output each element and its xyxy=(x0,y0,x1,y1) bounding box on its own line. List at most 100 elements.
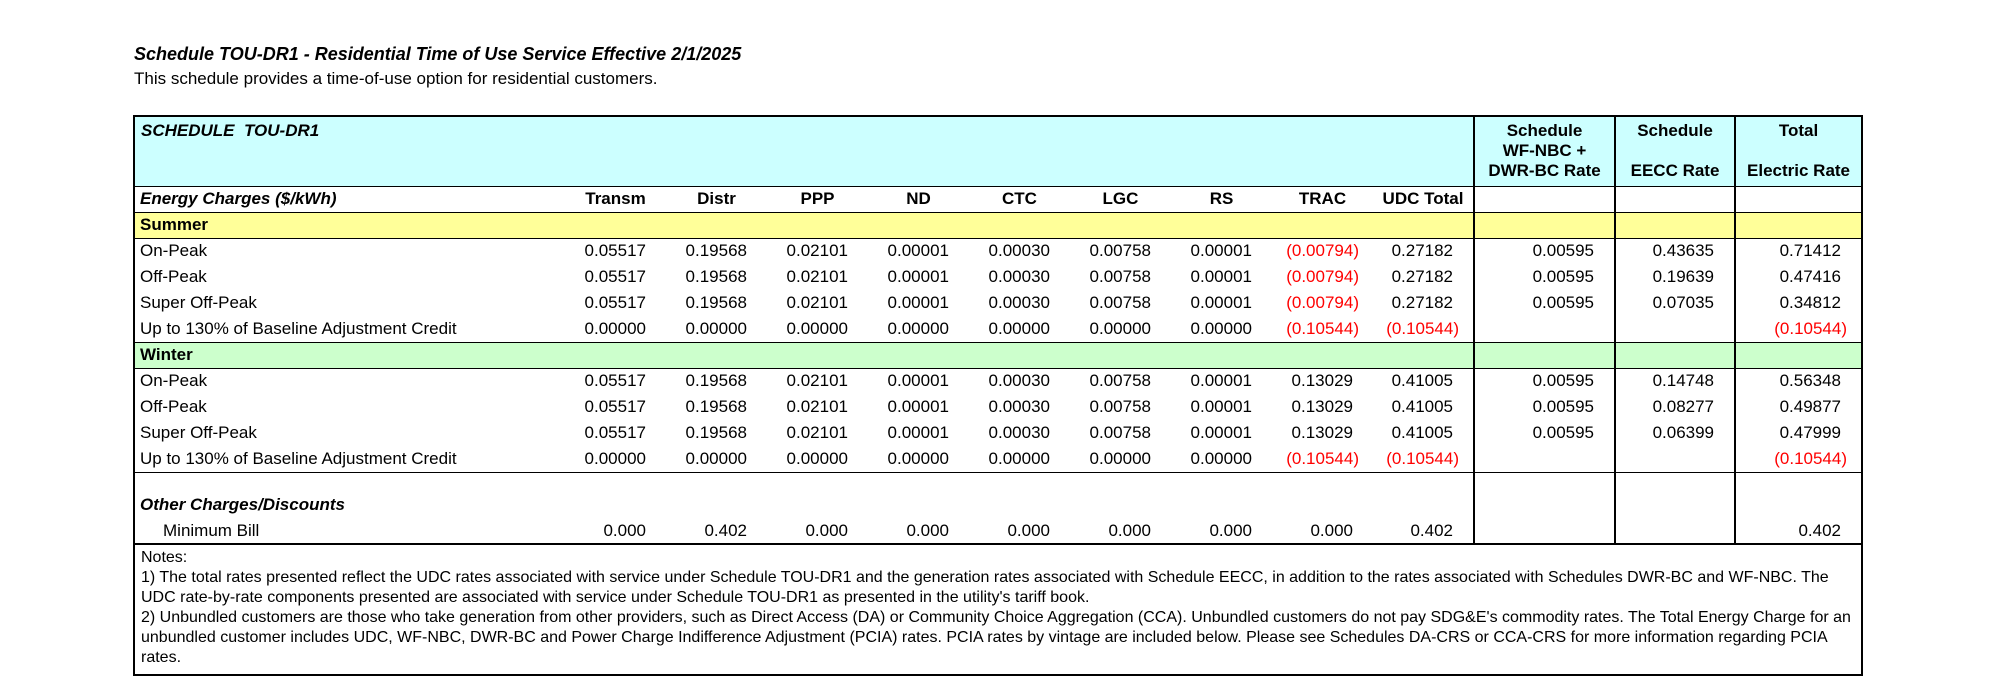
notes-heading: Notes: xyxy=(141,549,188,566)
rate-cell: 0.402 xyxy=(1373,518,1475,545)
rate-cell: 0.00001 xyxy=(887,397,949,416)
rate-cell: (0.10544) xyxy=(1373,446,1475,473)
rate-cell: 0.19568 xyxy=(685,267,747,286)
rate-cell: 0.00000 xyxy=(565,316,666,343)
rate-cell: 0.000 xyxy=(1272,518,1373,545)
rate-cell: (0.10544) xyxy=(1373,316,1475,343)
rate-cell: 0.00595 xyxy=(1473,238,1616,264)
column-header-transm: Transm xyxy=(585,189,646,208)
column-header-ppp: PPP xyxy=(800,189,835,208)
rate-cell: 0.000 xyxy=(969,518,1070,545)
rate-cell: 0.47999 xyxy=(1734,420,1863,446)
row-label: Off-Peak xyxy=(140,267,207,286)
rate-cell: (0.00794) xyxy=(1286,293,1359,312)
rate-cell: 0.00001 xyxy=(1190,267,1252,286)
column-header-rs: RS xyxy=(1209,189,1234,208)
row-label: Off-Peak xyxy=(140,397,207,416)
rate-cell: 0.14748 xyxy=(1614,368,1736,394)
rate-cell: 0.27182 xyxy=(1391,293,1454,312)
document-title: Schedule TOU-DR1 - Residential Time of U… xyxy=(134,44,742,64)
table-header-row: SCHEDULE TOU-DR1 Schedule WF-NBC + DWR-B… xyxy=(134,116,1863,187)
rate-cell xyxy=(1614,316,1736,343)
empty-cell xyxy=(1734,472,1863,492)
rate-cell: 0.00000 xyxy=(1171,446,1272,473)
rate-cell: 0.02101 xyxy=(786,267,848,286)
rate-cell: 0.402 xyxy=(666,518,767,545)
rate-cell: 0.00758 xyxy=(1089,293,1151,312)
rate-cell xyxy=(1614,446,1736,473)
rate-cell xyxy=(1473,316,1616,343)
column-header-total: Total Electric Rate xyxy=(1734,116,1863,187)
rate-cell: 0.00000 xyxy=(1171,316,1272,343)
rate-cell: 0.00000 xyxy=(565,446,666,473)
rate-cell: 0.00000 xyxy=(666,446,767,473)
rate-cell: 0.00595 xyxy=(1473,394,1616,420)
rate-cell: 0.00001 xyxy=(1190,371,1252,391)
empty-cell xyxy=(1614,341,1736,369)
note-1: 1) The total rates presented reflect the… xyxy=(141,569,1829,606)
rate-cell: 0.00030 xyxy=(988,293,1050,312)
rate-cell: 0.00000 xyxy=(868,316,969,343)
rate-cell: 0.00595 xyxy=(1473,264,1616,290)
row-label: Super Off-Peak xyxy=(140,423,257,442)
rate-cell: 0.00030 xyxy=(988,267,1050,286)
energy-columns-row: Energy Charges ($/kWh) Transm Distr PPP … xyxy=(134,186,1863,212)
rate-cell: 0.43635 xyxy=(1614,238,1736,264)
row-label: Up to 130% of Baseline Adjustment Credit xyxy=(134,446,565,473)
table-row-winter-baseline-credit: Up to 130% of Baseline Adjustment Credit… xyxy=(134,446,1863,473)
rate-cell: 0.00000 xyxy=(969,316,1070,343)
empty-cell xyxy=(1473,472,1616,492)
rate-table: SCHEDULE TOU-DR1 Schedule WF-NBC + DWR-B… xyxy=(133,115,1864,676)
empty-cell xyxy=(1473,341,1616,369)
rate-cell: 0.000 xyxy=(565,518,666,545)
rate-cell: 0.41005 xyxy=(1391,371,1454,391)
rate-cell: 0.07035 xyxy=(1614,290,1736,316)
rate-cell: 0.00001 xyxy=(887,371,949,391)
rate-cell: (0.10544) xyxy=(1734,316,1863,343)
empty-cell xyxy=(1473,186,1616,212)
rate-cell: 0.00030 xyxy=(988,423,1050,442)
rate-cell: (0.10544) xyxy=(1272,316,1373,343)
rate-cell: 0.00030 xyxy=(988,371,1050,391)
rate-cell: 0.00758 xyxy=(1089,371,1151,391)
row-label: Super Off-Peak xyxy=(140,293,257,312)
rate-cell: 0.00000 xyxy=(1070,316,1171,343)
column-header-nd: ND xyxy=(906,189,931,208)
empty-cell xyxy=(1734,492,1863,518)
table-row-winter-super-off-peak: Super Off-Peak 0.05517 0.19568 0.02101 0… xyxy=(134,420,1863,446)
rate-cell: 0.19568 xyxy=(685,423,747,442)
empty-cell xyxy=(1473,492,1616,518)
rate-cell: 0.00001 xyxy=(887,241,949,261)
rate-cell: 0.00030 xyxy=(988,397,1050,416)
rate-cell: 0.19568 xyxy=(685,371,747,391)
rate-cell: 0.02101 xyxy=(786,371,848,391)
rate-cell: 0.02101 xyxy=(786,423,848,442)
empty-cell xyxy=(1614,211,1736,239)
table-row-summer-off-peak: Off-Peak 0.05517 0.19568 0.02101 0.00001… xyxy=(134,264,1863,290)
rate-cell xyxy=(1614,518,1736,545)
rate-cell: 0.000 xyxy=(868,518,969,545)
summer-band-row: Summer xyxy=(134,211,1863,239)
notes-cell: Notes: 1) The total rates presented refl… xyxy=(134,544,1862,675)
rate-cell: 0.402 xyxy=(1734,518,1863,545)
rate-cell: 0.00001 xyxy=(1190,241,1252,261)
empty-cell xyxy=(1734,211,1863,239)
rate-cell: 0.02101 xyxy=(786,293,848,312)
rate-cell: 0.00000 xyxy=(969,446,1070,473)
rate-cell xyxy=(1473,446,1616,473)
rate-cell: 0.19568 xyxy=(685,397,747,416)
rate-cell: 0.27182 xyxy=(1391,241,1454,261)
table-row-minimum-bill: Minimum Bill 0.000 0.402 0.000 0.000 0.0… xyxy=(134,518,1863,545)
rate-cell: 0.00001 xyxy=(1190,397,1252,416)
rate-cell: 0.05517 xyxy=(584,423,646,442)
row-label: On-Peak xyxy=(140,241,208,261)
rate-cell: 0.19639 xyxy=(1614,264,1736,290)
column-header-trac: TRAC xyxy=(1298,189,1347,208)
rate-cell: 0.13029 xyxy=(1291,371,1353,391)
rate-cell: 0.00758 xyxy=(1089,241,1151,261)
rate-cell: 0.00758 xyxy=(1089,423,1151,442)
empty-cell xyxy=(134,472,1474,492)
row-label: Minimum Bill xyxy=(134,518,565,545)
rate-cell: 0.00001 xyxy=(887,267,949,286)
